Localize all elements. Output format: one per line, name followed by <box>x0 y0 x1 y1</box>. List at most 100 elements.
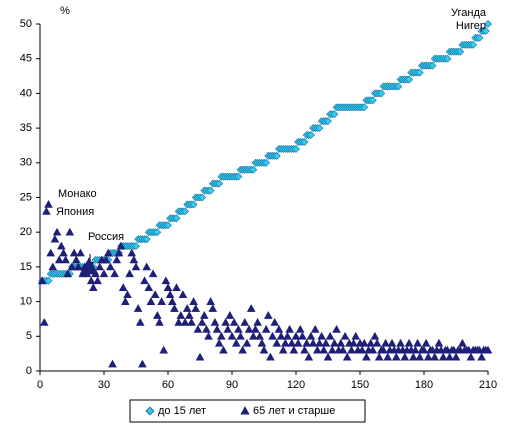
diamond-point <box>189 200 198 209</box>
triangle-point <box>157 297 166 305</box>
triangle-point <box>423 352 433 361</box>
triangle-point <box>121 297 130 305</box>
triangle-point <box>204 331 213 340</box>
triangle-point <box>257 338 267 347</box>
triangle-point <box>291 331 301 340</box>
triangle-point <box>103 248 113 257</box>
triangle-point <box>167 297 177 305</box>
triangle-point <box>246 304 256 312</box>
triangle-point <box>42 206 51 215</box>
triangle-point <box>391 352 401 361</box>
triangle-point <box>79 257 99 275</box>
triangle-point <box>89 283 98 292</box>
diamond-point <box>415 68 424 77</box>
diamond-point <box>215 179 224 188</box>
y-tick-label: 30 <box>20 157 32 169</box>
triangle-point <box>106 262 115 271</box>
triangle-point <box>140 276 149 285</box>
triangle-point <box>253 318 262 326</box>
triangle-point <box>368 345 378 354</box>
y-tick-label: 50 <box>20 18 32 30</box>
triangle-point <box>323 352 333 361</box>
triangle-point <box>182 304 192 312</box>
triangle-point <box>165 290 175 299</box>
diamond-point <box>44 276 53 285</box>
x-tick-label: 90 <box>226 379 238 391</box>
triangle-point <box>39 318 49 326</box>
y-tick-label: 40 <box>20 87 32 99</box>
diamond-point <box>272 151 281 160</box>
triangle-point <box>116 241 126 250</box>
triangle-point <box>242 338 252 347</box>
y-tick-label: 0 <box>26 365 32 377</box>
annotation: Нигер <box>456 20 486 32</box>
legend-label: 65 лет и старше <box>253 405 335 417</box>
triangle-point <box>146 297 156 305</box>
triangle-point <box>310 324 320 333</box>
diamond-point <box>469 40 477 49</box>
triangle-point <box>153 311 162 319</box>
triangle-point <box>240 318 250 326</box>
triangle-point <box>50 234 60 243</box>
triangle-point <box>138 359 147 368</box>
triangle-point <box>101 255 111 264</box>
triangle-point <box>276 331 286 340</box>
triangle-point <box>270 318 279 326</box>
x-tick-label: 210 <box>479 379 497 391</box>
diamond-point <box>428 61 437 70</box>
triangle-point <box>304 352 314 361</box>
triangle-point <box>306 331 316 340</box>
diamond-point <box>142 235 151 244</box>
legend-marker <box>145 406 155 416</box>
triangle-point <box>347 345 356 354</box>
triangle-point <box>321 338 331 347</box>
y-tick-label: 35 <box>20 122 32 134</box>
triangle-point <box>189 297 198 305</box>
diamond-point <box>292 144 300 153</box>
triangle-point <box>202 324 211 333</box>
diamond-point <box>443 54 452 63</box>
diamond-point <box>330 110 339 119</box>
triangle-point <box>86 276 96 285</box>
diamond-point <box>456 47 465 56</box>
triangle-point <box>332 324 341 333</box>
triangle-point <box>176 311 186 319</box>
diamond-point <box>405 75 413 84</box>
diamond-point <box>377 89 386 98</box>
triangle-point <box>308 338 318 347</box>
x-tick-label: 180 <box>415 379 433 391</box>
triangle-point <box>366 338 375 347</box>
x-tick-label: 150 <box>351 379 369 391</box>
diamond-point <box>181 207 189 216</box>
triangle-point <box>362 352 371 361</box>
triangle-point <box>144 283 154 292</box>
triangle-point <box>287 338 297 347</box>
diamond-point <box>132 242 140 251</box>
triangle-point <box>135 318 145 326</box>
triangle-point <box>342 352 352 361</box>
diamond-point <box>394 82 403 91</box>
y-tick-label: 25 <box>20 191 32 203</box>
triangle-point <box>434 338 444 347</box>
legend-marker <box>240 406 250 415</box>
y-axis-label: % <box>60 5 70 17</box>
triangle-point <box>293 338 303 347</box>
triangle-point <box>210 318 220 326</box>
triangle-point <box>99 269 109 278</box>
triangle-point <box>191 304 201 312</box>
triangle-point <box>74 262 83 271</box>
triangle-point <box>374 352 384 361</box>
triangle-point <box>59 248 68 257</box>
diamond-point <box>249 165 258 174</box>
triangle-point <box>110 269 119 278</box>
triangle-point <box>155 318 164 326</box>
diamond-point <box>368 96 377 105</box>
triangle-point <box>415 352 425 361</box>
x-tick-label: 120 <box>287 379 305 391</box>
triangle-point <box>163 283 173 292</box>
triangle-point <box>131 262 141 271</box>
triangle-point <box>383 352 393 361</box>
triangle-point <box>63 269 73 278</box>
triangle-point <box>259 345 269 354</box>
triangle-point <box>268 331 277 340</box>
